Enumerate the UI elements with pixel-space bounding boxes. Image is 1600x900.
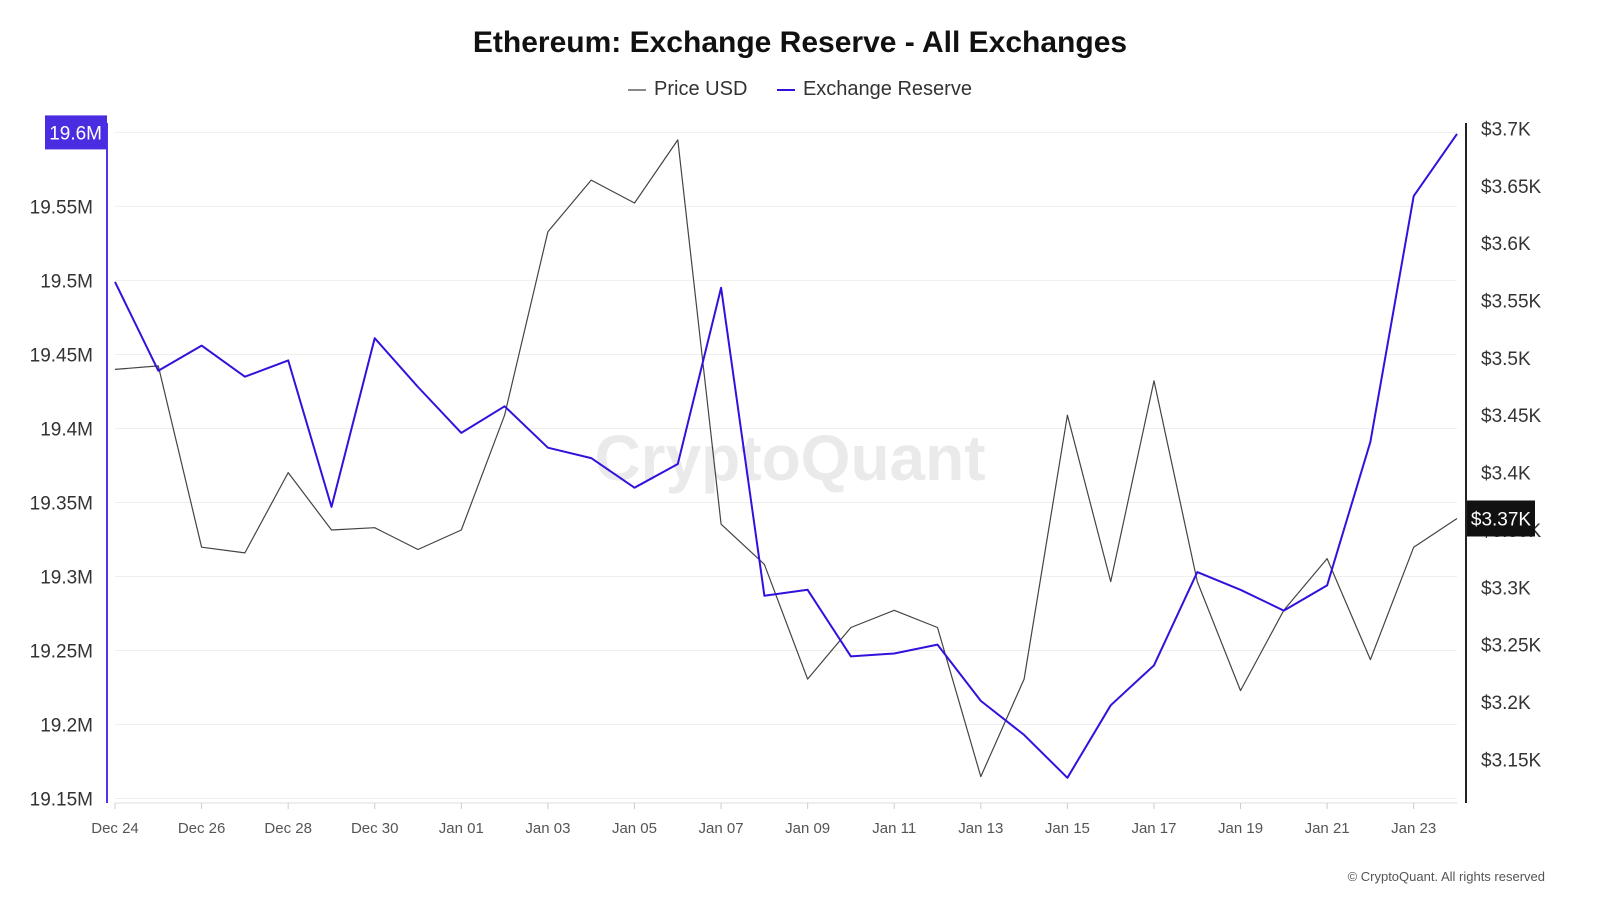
x-tick-label: Jan 17 xyxy=(1131,820,1176,837)
axes xyxy=(106,123,1467,809)
axis-labels: 19.15M 19.2M 19.25M 19.3M 19.35M 19.4M 19.45M 1… xyxy=(30,115,1542,837)
copyright: © CryptoQuant. All rights reserved xyxy=(1347,869,1545,884)
left-axis-highlight-box xyxy=(45,115,107,150)
x-tick-label: Dec 26 xyxy=(178,820,226,837)
right-axis-tick-label: $3.25K xyxy=(1481,636,1542,657)
left-axis-tick-label: 19.3M xyxy=(40,568,93,589)
right-axis-tick-label: $3.4K xyxy=(1481,464,1531,485)
legend-label-price: Price USD xyxy=(654,78,748,100)
right-axis-tick-label: $3.45K xyxy=(1481,406,1542,427)
right-axis-tick-label: $3.7K xyxy=(1481,119,1531,140)
x-tick-label: Jan 21 xyxy=(1305,820,1350,837)
left-axis-tick-label: 19.45M xyxy=(30,345,93,366)
watermark: CryptoQuant xyxy=(594,422,985,494)
x-tick-label: Dec 24 xyxy=(91,820,139,837)
x-tick-label: Jan 13 xyxy=(958,820,1003,837)
x-tick-label: Jan 23 xyxy=(1391,820,1436,837)
x-tick-label: Jan 05 xyxy=(612,820,657,837)
current-price-box xyxy=(1467,500,1535,537)
x-tick-label: Jan 03 xyxy=(525,820,570,837)
right-axis-tick-label: $3.2K xyxy=(1481,693,1531,714)
legend-item-price[interactable]: Price USD xyxy=(628,78,747,101)
x-tick-label: Jan 15 xyxy=(1045,820,1090,837)
left-axis-tick-label: 19.5M xyxy=(40,271,93,292)
x-tick-label: Jan 09 xyxy=(785,820,830,837)
left-axis-tick-label: 19.25M xyxy=(30,642,93,663)
left-axis-tick-label: 19.2M xyxy=(40,716,93,737)
series-line-exchange-reserve xyxy=(114,133,1458,779)
left-axis-tick-label: 19.35M xyxy=(30,493,93,514)
legend: Price USD Exchange Reserve xyxy=(0,78,1600,101)
right-axis-tick-label: $3.6K xyxy=(1481,234,1531,255)
left-axis-tick-label: 19.15M xyxy=(30,790,93,811)
x-tick-label: Jan 07 xyxy=(699,820,744,837)
series xyxy=(114,133,1458,779)
legend-label-reserve: Exchange Reserve xyxy=(802,78,972,100)
right-axis-tick-label: $3.15K xyxy=(1481,750,1542,771)
gridlines xyxy=(115,131,1457,800)
x-tick-label: Jan 11 xyxy=(872,820,916,837)
legend-swatch-price xyxy=(628,88,647,91)
right-axis-tick-label: $3.3K xyxy=(1481,578,1531,599)
left-axis-tick-label: 19.55M xyxy=(30,197,93,218)
left-axis-highlight-label: 19.6M xyxy=(49,123,102,144)
legend-item-reserve[interactable]: Exchange Reserve xyxy=(776,78,972,101)
current-price-label: $3.37K xyxy=(1471,509,1532,530)
right-axis-tick-label: $3.65K xyxy=(1481,177,1542,198)
x-tick-label: Jan 19 xyxy=(1218,820,1263,837)
x-tick-label: Dec 30 xyxy=(351,820,399,837)
left-axis-tick-label: 19.4M xyxy=(40,419,93,440)
x-tick-label: Dec 28 xyxy=(264,820,312,837)
legend-swatch-reserve xyxy=(776,88,795,91)
right-axis-tick-label: $3.5K xyxy=(1481,349,1531,370)
series-line-price-usd xyxy=(114,139,1458,778)
right-axis-tick-label: $3.55K xyxy=(1481,292,1542,313)
chart-title: Ethereum: Exchange Reserve - All Exchang… xyxy=(472,26,1128,59)
x-tick-label: Jan 01 xyxy=(439,820,484,837)
